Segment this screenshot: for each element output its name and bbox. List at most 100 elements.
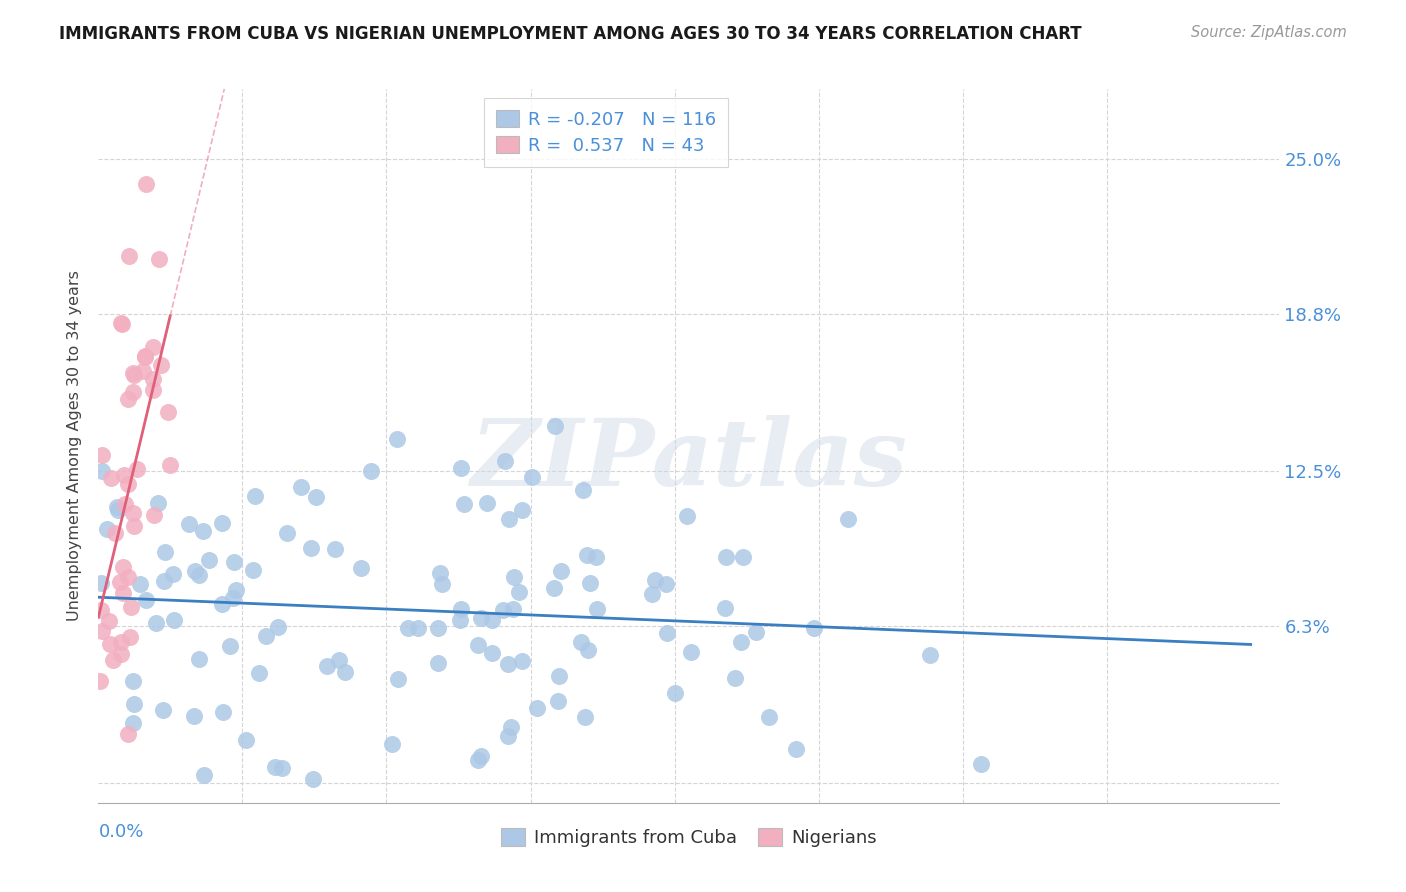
Point (187, 567, 209, 582)
Point (522, 470, 544, 484)
Point (153, 545, 176, 559)
Point (110, 635, 132, 649)
Point (470, 611, 492, 625)
Point (387, 673, 409, 687)
Point (396, 621, 419, 635)
Point (156, 405, 179, 419)
Point (219, 640, 242, 654)
Point (122, 518, 145, 533)
Point (142, 340, 165, 354)
Point (381, 737, 404, 751)
Text: IMMIGRANTS FROM CUBA VS NIGERIAN UNEMPLOYMENT AMONG AGES 30 TO 34 YEARS CORRELAT: IMMIGRANTS FROM CUBA VS NIGERIAN UNEMPLO… (59, 25, 1081, 43)
Point (121, 674, 143, 689)
Point (142, 372, 165, 386)
Point (481, 647, 503, 661)
Point (387, 433, 409, 447)
Point (134, 349, 156, 363)
Point (110, 647, 132, 661)
Point (350, 561, 373, 575)
Point (120, 599, 142, 614)
Point (105, 500, 128, 515)
Point (90, 576, 112, 591)
Point (290, 480, 312, 494)
Point (574, 709, 596, 723)
Point (135, 593, 157, 607)
Point (146, 496, 169, 510)
Point (333, 665, 356, 679)
Point (184, 564, 207, 578)
Point (225, 582, 247, 597)
Point (112, 468, 135, 483)
Point (129, 577, 152, 591)
Point (302, 772, 325, 786)
Point (502, 569, 524, 583)
Point (276, 526, 298, 541)
Point (111, 586, 134, 600)
Point (117, 570, 139, 584)
Point (450, 601, 472, 615)
Point (117, 392, 139, 406)
Point (111, 560, 134, 574)
Text: Source: ZipAtlas.com: Source: ZipAtlas.com (1191, 25, 1347, 40)
Point (145, 615, 167, 630)
Point (90, 464, 112, 478)
Point (498, 512, 520, 526)
Point (124, 697, 146, 711)
Point (512, 655, 534, 669)
Point (107, 503, 129, 517)
Point (96, 522, 118, 536)
Point (323, 541, 346, 556)
Point (481, 613, 503, 627)
Point (837, 512, 859, 526)
Point (576, 548, 599, 562)
Point (547, 694, 569, 708)
Text: 0.0%: 0.0% (98, 822, 143, 841)
Point (163, 613, 186, 627)
Point (183, 709, 205, 723)
Point (920, 648, 942, 662)
Point (131, 363, 153, 377)
Point (328, 653, 350, 667)
Point (111, 317, 134, 331)
Point (450, 613, 472, 627)
Point (641, 587, 664, 601)
Point (548, 669, 571, 683)
Point (492, 603, 515, 617)
Point (98, 614, 121, 628)
Point (235, 732, 257, 747)
Point (222, 591, 245, 605)
Point (714, 601, 737, 615)
Point (654, 576, 676, 591)
Point (198, 553, 221, 567)
Point (745, 625, 768, 640)
Point (125, 462, 148, 476)
Point (211, 516, 233, 531)
Point (578, 575, 600, 590)
Point (498, 657, 520, 671)
Point (242, 563, 264, 577)
Point (120, 631, 142, 645)
Point (316, 659, 339, 673)
Point (733, 550, 755, 565)
Point (508, 585, 530, 599)
Point (430, 576, 453, 591)
Point (188, 652, 211, 666)
Point (724, 672, 747, 686)
Point (427, 656, 450, 670)
Point (655, 626, 678, 640)
Point (121, 716, 143, 731)
Point (969, 756, 991, 771)
Point (664, 686, 686, 700)
Point (585, 549, 607, 564)
Point (122, 367, 145, 381)
Point (135, 177, 157, 191)
Point (360, 464, 382, 478)
Point (676, 509, 699, 524)
Point (427, 620, 450, 634)
Y-axis label: Unemployment Among Ages 30 to 34 years: Unemployment Among Ages 30 to 34 years (67, 270, 83, 622)
Point (467, 752, 489, 766)
Point (526, 701, 548, 715)
Point (681, 645, 703, 659)
Point (142, 383, 165, 397)
Point (193, 768, 215, 782)
